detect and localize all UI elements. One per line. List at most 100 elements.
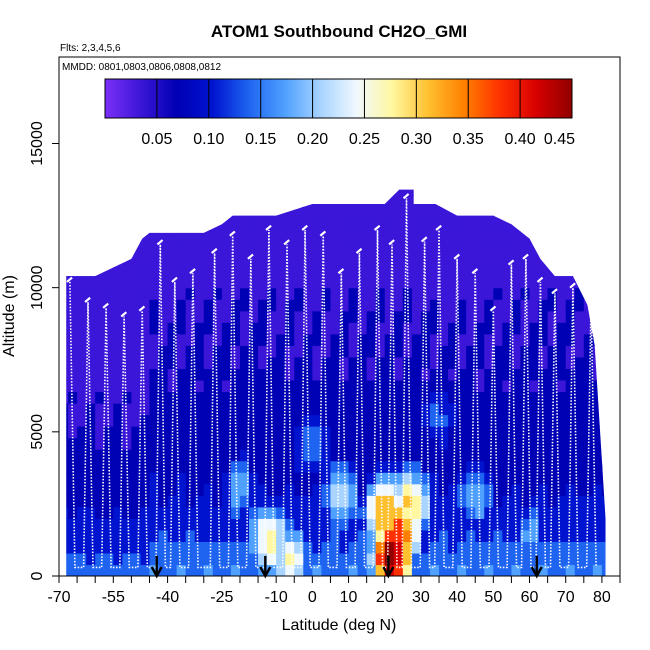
heatmap-cell (276, 472, 286, 485)
heatmap-cell (86, 403, 96, 416)
heatmap-cell (339, 391, 350, 404)
heatmap-cell (411, 241, 422, 254)
heatmap-cell (321, 564, 332, 576)
heatmap-cell (484, 276, 494, 289)
heatmap-cell (547, 195, 558, 208)
heatmap-cell (429, 241, 440, 254)
heatmap-cell (294, 403, 304, 416)
heatmap-cell (339, 518, 350, 531)
heatmap-cell (556, 403, 567, 416)
heatmap-cell (140, 356, 151, 369)
heatmap-cell (529, 189, 540, 196)
heatmap-cell (611, 218, 621, 230)
heatmap-cell (203, 379, 214, 393)
heatmap-cell (375, 426, 386, 439)
heatmap-cell (592, 495, 603, 508)
heatmap-cell (339, 541, 350, 554)
heatmap-cell (565, 333, 576, 346)
heatmap-cell (511, 414, 522, 427)
heatmap-cell (411, 495, 422, 508)
heatmap-cell (167, 356, 178, 369)
heatmap-cell (230, 449, 241, 462)
heatmap-cell (484, 483, 494, 496)
heatmap-cell (429, 506, 440, 519)
heatmap-cell (457, 483, 467, 496)
heatmap-cell (457, 552, 467, 566)
heatmap-cell (95, 449, 105, 462)
heatmap-cell (366, 230, 377, 243)
heatmap-cell (511, 472, 522, 485)
heatmap-cell (158, 356, 169, 369)
heatmap-cell (303, 518, 313, 531)
heatmap-cell (366, 368, 377, 381)
heatmap-cell (303, 253, 313, 266)
cruise-leg (171, 276, 178, 283)
heatmap-cell (565, 264, 576, 277)
heatmap-cell (457, 345, 467, 358)
heatmap-cell (95, 241, 105, 254)
heatmap-cell (565, 518, 576, 531)
heatmap-cell (285, 287, 295, 300)
heatmap-cell (348, 368, 359, 381)
heatmap-cell (339, 552, 350, 566)
heatmap-cell (149, 529, 160, 542)
heatmap-cell (221, 345, 232, 358)
heatmap-cell (538, 345, 549, 358)
heatmap-cell (420, 529, 431, 542)
heatmap-cell (484, 195, 494, 208)
heatmap-cell (303, 403, 313, 416)
heatmap-cell (448, 253, 458, 266)
heatmap-cell (122, 299, 132, 312)
heatmap-cell (556, 506, 567, 519)
heatmap-cell (276, 333, 286, 346)
heatmap-cell (122, 368, 132, 381)
heatmap-cell (104, 172, 114, 184)
heatmap-cell (176, 253, 187, 266)
heatmap-cell (484, 345, 494, 358)
cruise-leg (337, 268, 345, 275)
heatmap-cell (330, 299, 341, 312)
heatmap-cell (511, 437, 522, 450)
heatmap-cell (574, 264, 585, 277)
heatmap-cell (113, 345, 123, 358)
heatmap-cell (131, 379, 142, 393)
heatmap-cell (366, 345, 377, 358)
heatmap-cell (348, 322, 359, 335)
heatmap-cell (176, 322, 187, 335)
heatmap-cell (520, 379, 531, 393)
heatmap-cell (502, 437, 513, 450)
heatmap-cell (185, 541, 196, 554)
heatmap-cell (177, 172, 187, 184)
heatmap-cell (439, 391, 449, 404)
x-tick-label: -25 (210, 589, 233, 606)
cruise-leg (189, 268, 196, 275)
heatmap-cell (502, 368, 513, 381)
heatmap-cell (140, 368, 151, 381)
heatmap-cell (212, 189, 223, 196)
heatmap-cell (212, 368, 223, 381)
heatmap-cell (375, 391, 386, 404)
heatmap-cell (429, 206, 440, 220)
heatmap-cell (330, 230, 341, 243)
heatmap-cell (167, 230, 178, 243)
heatmap-cell (556, 195, 567, 208)
heatmap-cell (602, 172, 612, 184)
heatmap-cell (303, 345, 313, 358)
heatmap-cell (249, 345, 259, 358)
heatmap-cell (267, 230, 277, 243)
heatmap-cell (547, 552, 558, 566)
heatmap-cell (122, 276, 132, 289)
heatmap-cell (601, 472, 606, 485)
heatmap-cell (366, 495, 377, 508)
heatmap-cell (574, 368, 585, 381)
heatmap-cell (493, 333, 503, 346)
heatmap-cell (294, 541, 304, 554)
heatmap-cell (556, 368, 567, 381)
heatmap-cell (366, 206, 377, 220)
heatmap-cell (592, 264, 603, 277)
heatmap-cell (230, 333, 241, 346)
heatmap-cell (185, 414, 196, 427)
heatmap-cell (502, 299, 513, 312)
heatmap-cell (583, 552, 594, 566)
heatmap-cell (285, 172, 295, 184)
